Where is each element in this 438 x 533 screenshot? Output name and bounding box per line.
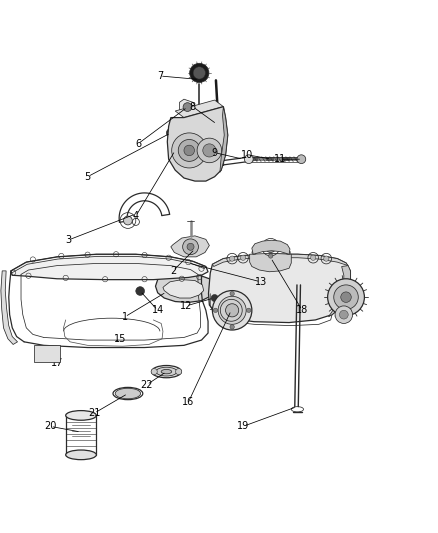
- Polygon shape: [175, 100, 223, 118]
- Circle shape: [166, 128, 175, 138]
- Circle shape: [38, 350, 45, 357]
- Circle shape: [203, 144, 216, 157]
- Text: 9: 9: [212, 148, 218, 158]
- Circle shape: [226, 304, 239, 317]
- Circle shape: [341, 292, 351, 302]
- Circle shape: [178, 140, 200, 161]
- Text: 6: 6: [135, 139, 141, 149]
- Circle shape: [230, 325, 234, 329]
- Circle shape: [247, 308, 251, 312]
- Text: 3: 3: [65, 235, 71, 245]
- Polygon shape: [171, 236, 209, 257]
- Ellipse shape: [66, 450, 96, 459]
- Text: 2: 2: [170, 266, 176, 276]
- Polygon shape: [11, 254, 208, 280]
- Circle shape: [265, 242, 276, 253]
- Circle shape: [213, 308, 218, 312]
- Text: 7: 7: [157, 71, 163, 81]
- Ellipse shape: [115, 388, 141, 399]
- Polygon shape: [163, 280, 204, 298]
- Text: 18: 18: [296, 305, 308, 316]
- Circle shape: [197, 138, 222, 163]
- Text: 16: 16: [182, 397, 194, 407]
- Ellipse shape: [152, 366, 181, 378]
- Circle shape: [190, 63, 209, 83]
- Ellipse shape: [156, 367, 177, 376]
- Text: 4: 4: [133, 211, 139, 221]
- Circle shape: [193, 67, 205, 79]
- Text: 19: 19: [237, 422, 249, 431]
- Circle shape: [335, 306, 353, 324]
- Polygon shape: [208, 254, 350, 322]
- Circle shape: [268, 254, 273, 258]
- Circle shape: [183, 103, 192, 111]
- Circle shape: [124, 216, 132, 225]
- Polygon shape: [180, 99, 197, 114]
- Polygon shape: [328, 265, 350, 317]
- Text: 17: 17: [51, 358, 63, 368]
- Circle shape: [334, 285, 358, 310]
- Circle shape: [136, 287, 145, 295]
- Bar: [34, 345, 60, 362]
- Polygon shape: [252, 240, 290, 254]
- Circle shape: [187, 243, 194, 251]
- Circle shape: [230, 292, 234, 296]
- Circle shape: [328, 279, 364, 316]
- Polygon shape: [212, 254, 348, 266]
- Text: 13: 13: [254, 277, 267, 287]
- Ellipse shape: [66, 410, 96, 420]
- Circle shape: [252, 251, 256, 255]
- Circle shape: [244, 155, 253, 164]
- Circle shape: [240, 255, 246, 260]
- Circle shape: [184, 145, 194, 156]
- Circle shape: [211, 295, 218, 302]
- Polygon shape: [220, 107, 228, 172]
- Circle shape: [168, 130, 173, 135]
- Circle shape: [212, 290, 252, 330]
- Circle shape: [48, 350, 55, 357]
- Circle shape: [286, 251, 290, 255]
- Text: 14: 14: [152, 305, 164, 316]
- Text: 8: 8: [190, 102, 196, 111]
- Polygon shape: [155, 273, 215, 302]
- Circle shape: [339, 310, 348, 319]
- Text: 5: 5: [85, 172, 91, 182]
- Text: 10: 10: [241, 150, 254, 160]
- Ellipse shape: [161, 369, 172, 374]
- Polygon shape: [250, 253, 291, 272]
- Circle shape: [151, 368, 157, 375]
- Text: 1: 1: [122, 312, 128, 322]
- Circle shape: [324, 256, 329, 261]
- Text: 15: 15: [114, 334, 127, 344]
- Text: 12: 12: [180, 301, 192, 311]
- Circle shape: [218, 296, 246, 324]
- Circle shape: [176, 368, 182, 375]
- Polygon shape: [167, 107, 228, 181]
- Text: 22: 22: [141, 379, 153, 390]
- Circle shape: [230, 256, 235, 261]
- Circle shape: [183, 239, 198, 255]
- Text: 21: 21: [88, 408, 100, 418]
- Text: 11: 11: [274, 154, 286, 164]
- Circle shape: [297, 155, 306, 164]
- Polygon shape: [1, 271, 18, 344]
- Circle shape: [172, 133, 207, 168]
- Circle shape: [311, 255, 316, 260]
- Text: 20: 20: [44, 422, 57, 431]
